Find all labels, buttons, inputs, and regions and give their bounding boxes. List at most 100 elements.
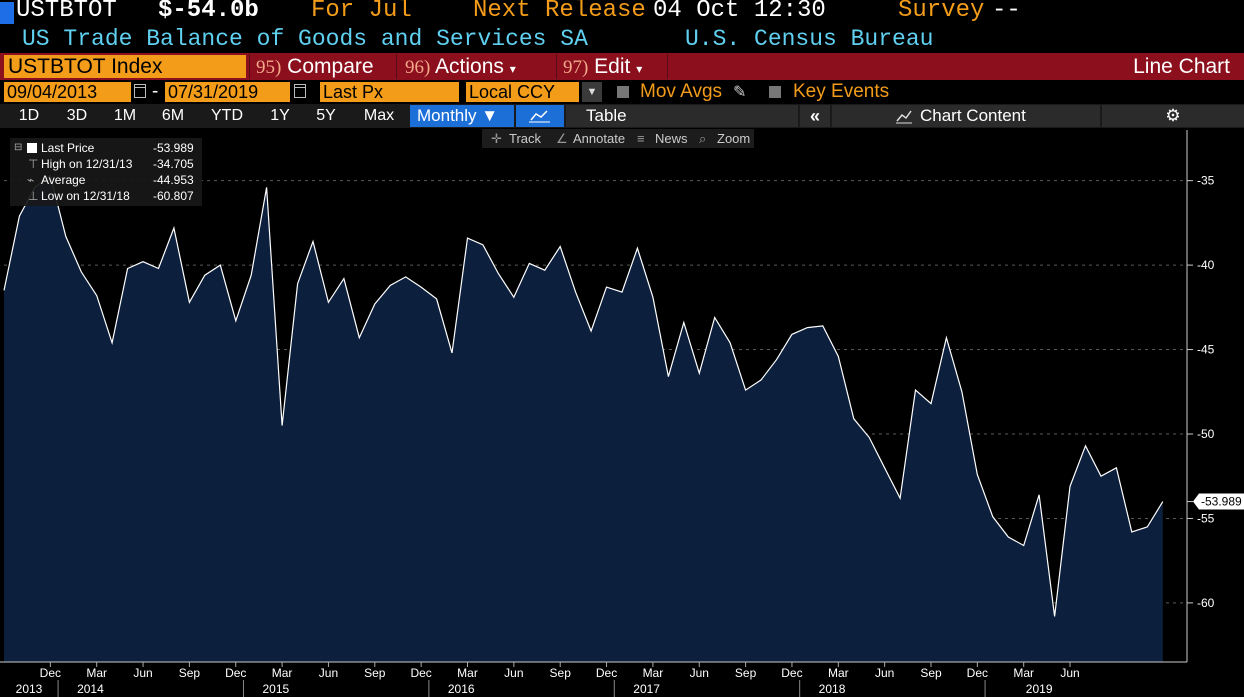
last-value: $-54.0b (158, 0, 259, 24)
y-tick-label: -55 (1197, 511, 1215, 525)
chart-type-button[interactable] (516, 105, 564, 127)
x-tick-label: Mar (1013, 666, 1034, 680)
key-events-label: Key Events (793, 81, 890, 102)
date-separator: - (152, 81, 159, 102)
actions-button[interactable]: 96) Actions ▾ (405, 54, 516, 79)
x-tick-label: Sep (550, 666, 572, 680)
edit-button[interactable]: 97) Edit ▾ (563, 54, 642, 79)
gear-icon[interactable]: ⚙ (1102, 105, 1244, 127)
x-tick-label: Dec (596, 666, 617, 680)
year-label: 2018 (819, 682, 846, 696)
y-tick-label: -45 (1197, 343, 1215, 357)
x-tick-label: Mar (643, 666, 664, 680)
legend-row-low: ⊥ Low on 12/31/18 -60.807 (10, 188, 202, 204)
legend-value: -53.989 (153, 141, 194, 155)
x-tick-label: Mar (86, 666, 107, 680)
news-tool[interactable]: News (655, 131, 688, 146)
period-3d[interactable]: 3D (66, 107, 88, 124)
ticker-symbol: USTBTOT (16, 0, 117, 24)
annotate-icon: ∠ (556, 131, 568, 146)
year-label: 2014 (77, 682, 104, 696)
y-tick-label: -40 (1197, 258, 1215, 272)
news-icon: ≡ (637, 131, 645, 146)
collapse-box-icon[interactable]: ⊟ (14, 142, 23, 153)
security-description: US Trade Balance of Goods and Services S… (22, 26, 588, 52)
zoom-tool[interactable]: Zoom (717, 131, 751, 146)
year-label: 2019 (1026, 682, 1053, 696)
track-tool[interactable]: Track (509, 131, 542, 146)
x-tick-label: Sep (735, 666, 757, 680)
x-tick-label: Dec (40, 666, 61, 680)
annotate-tool[interactable]: Annotate (573, 131, 626, 146)
period-5y[interactable]: 5Y (316, 107, 336, 124)
series-swatch (27, 143, 37, 153)
chart-content-label: Chart Content (920, 106, 1026, 125)
calendar-icon[interactable] (294, 84, 306, 98)
edit-shortcut: 97) (563, 57, 589, 78)
key-events-checkbox[interactable] (769, 86, 781, 98)
chart-legend: ⊟ Last Price -53.989 ⊤ High on 12/31/13 … (10, 138, 202, 206)
x-tick-label: Mar (272, 666, 293, 680)
period-toolbar: 1D 3D 1M 6M YTD 1Y 5Y Max Monthly ▼ Tabl… (0, 104, 1244, 128)
compare-label: Compare (287, 55, 374, 78)
calendar-icon[interactable] (134, 84, 146, 98)
chart-toolbar: USTBTOT Index 95) Compare 96) Actions ▾ … (0, 53, 1244, 80)
y-tick-label: -50 (1197, 427, 1215, 441)
series-area (4, 175, 1163, 662)
x-tick-label: Mar (828, 666, 849, 680)
x-axis: Dec Mar Jun Sep Dec Mar Jun Sep Dec Mar Jun Sep Dec M… (0, 661, 1244, 697)
x-tick-label: Sep (179, 666, 201, 680)
last-value-marker: -53.989 (1187, 493, 1244, 510)
chart-title: Line Chart (1133, 55, 1230, 78)
currency-selector[interactable]: Local CCY (466, 82, 579, 102)
series-line (3, 174, 1164, 617)
legend-row-average: ⌁ Average -44.953 (10, 172, 202, 188)
x-tick-label: Mar (457, 666, 478, 680)
mov-avgs-checkbox[interactable] (617, 86, 629, 98)
period-ytd[interactable]: YTD (211, 107, 243, 124)
legend-label: Average (41, 173, 86, 187)
legend-label: Low on 12/31/18 (41, 189, 130, 203)
chart-content-button[interactable]: Chart Content (832, 105, 1100, 127)
x-tick-label: Jun (690, 666, 709, 680)
last-value-box (1193, 493, 1244, 510)
period-1d[interactable]: 1D (18, 107, 40, 124)
chevron-down-icon[interactable]: ▼ (582, 82, 602, 102)
collapse-icon[interactable]: « (800, 105, 830, 127)
start-date-input[interactable]: 09/04/2013 (4, 82, 131, 102)
period-6m[interactable]: 6M (161, 107, 185, 124)
period-1y[interactable]: 1Y (270, 107, 290, 124)
security-marker (0, 2, 14, 24)
survey-label: Survey (898, 0, 985, 24)
table-button[interactable]: Table (566, 105, 798, 127)
period-max[interactable]: Max (363, 107, 395, 124)
x-tick-label: Jun (319, 666, 338, 680)
security-input[interactable]: USTBTOT Index (4, 55, 246, 78)
caret-down-icon: ▾ (509, 62, 516, 76)
frequency-dropdown[interactable]: Monthly ▼ (410, 105, 514, 127)
year-label: 2017 (633, 682, 660, 696)
year-label: 2015 (262, 682, 289, 696)
pencil-icon[interactable]: ✎ (733, 84, 747, 101)
chart-tools: ✛ Track ∠ Annotate ≡ News ⌕ Zoom (482, 129, 754, 148)
y-tick-label: -60 (1197, 596, 1215, 610)
legend-value: -60.807 (153, 189, 194, 203)
line-chart-icon (529, 110, 550, 123)
legend-value: -34.705 (153, 157, 194, 171)
actions-shortcut: 96) (405, 57, 431, 78)
field-selector[interactable]: Last Px (320, 82, 459, 102)
x-tick-label: Dec (967, 666, 988, 680)
legend-row-last-price: ⊟ Last Price -53.989 (10, 140, 202, 156)
compare-shortcut: 95) (256, 57, 282, 78)
magnifier-icon: ⌕ (699, 131, 707, 146)
caret-down-icon: ▾ (636, 62, 643, 76)
crosshair-icon: ✛ (491, 131, 502, 146)
compare-button[interactable]: 95) Compare (256, 54, 374, 79)
end-date-input[interactable]: 07/31/2019 (165, 82, 290, 102)
period-1m[interactable]: 1M (113, 107, 137, 124)
legend-row-high: ⊤ High on 12/31/13 -34.705 (10, 156, 202, 172)
actions-label: Actions (435, 55, 504, 78)
chart-content-icon (896, 110, 912, 124)
year-label: 2016 (448, 682, 475, 696)
